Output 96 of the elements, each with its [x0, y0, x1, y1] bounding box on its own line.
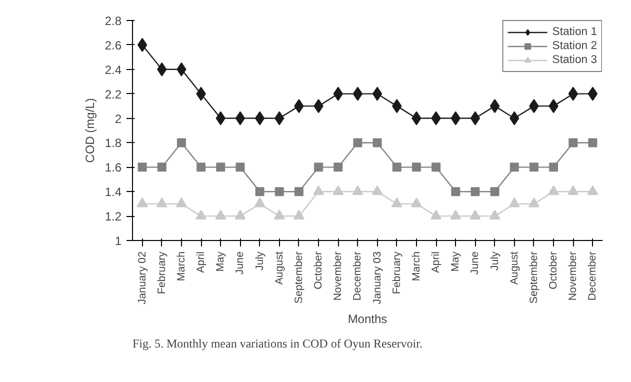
- point: [215, 210, 226, 220]
- x-tick-label: January 02: [136, 251, 148, 304]
- x-tick-label: January 03: [371, 251, 384, 304]
- point: [176, 198, 187, 208]
- point: [138, 162, 147, 172]
- point: [352, 86, 363, 101]
- x-tick-label: March: [410, 251, 422, 282]
- point: [196, 210, 207, 220]
- x-tick-label: November: [332, 251, 344, 301]
- x-tick-label: May: [450, 250, 462, 272]
- y-tick-label: 2.6: [104, 38, 122, 52]
- point: [450, 210, 462, 220]
- point: [470, 210, 481, 220]
- point: [451, 187, 460, 196]
- point: [293, 210, 304, 220]
- point: [314, 162, 324, 172]
- point: [216, 162, 226, 172]
- point: [274, 187, 284, 196]
- x-tick-label: September: [292, 251, 305, 304]
- y-tick-label: 1.4: [104, 185, 122, 200]
- point: [234, 210, 246, 220]
- point: [254, 198, 266, 208]
- point: [156, 198, 168, 208]
- legend-label: Station 1: [552, 25, 597, 39]
- y-tick-label: 2.2: [104, 87, 122, 102]
- x-tick-label: July: [488, 250, 501, 270]
- point: [587, 185, 598, 195]
- point: [332, 185, 344, 195]
- x-tick-label: October: [312, 251, 325, 290]
- point: [410, 198, 422, 208]
- point: [548, 185, 560, 195]
- x-tick-label: August: [508, 251, 520, 285]
- point: [568, 185, 579, 195]
- point: [549, 162, 558, 172]
- x-tick-label: June: [469, 251, 482, 275]
- point: [508, 198, 520, 208]
- x-tick-label: December: [352, 251, 364, 301]
- legend-label: Station 3: [552, 53, 597, 67]
- point: [588, 138, 598, 148]
- y-axis-title: COD (mg/L): [82, 98, 97, 163]
- legend-label: Station 2: [552, 39, 597, 53]
- y-tick-label: 2.8: [104, 14, 122, 28]
- caption: Fig. 5. Monthly mean variations in COD of Oyun Reservoir.: [132, 336, 422, 350]
- x-tick-label: February: [156, 250, 168, 294]
- x-tick-label: October: [548, 251, 560, 290]
- point: [470, 187, 480, 196]
- y-tick-label: 1.8: [104, 136, 122, 150]
- point: [568, 138, 578, 148]
- point: [470, 111, 480, 126]
- point: [372, 185, 383, 195]
- point: [313, 185, 324, 195]
- point: [430, 210, 442, 220]
- point: [412, 162, 421, 172]
- point: [528, 198, 540, 208]
- point: [255, 187, 264, 196]
- x-tick-label: March: [175, 251, 188, 282]
- point: [157, 162, 166, 172]
- point: [176, 138, 186, 148]
- point: [372, 86, 382, 101]
- point: [372, 138, 382, 148]
- y-tick-label: 1: [114, 234, 122, 248]
- point: [352, 185, 364, 195]
- x-tick-label: July: [254, 250, 266, 270]
- y-tick-label: 2: [114, 112, 122, 126]
- x-tick-label: April: [430, 251, 442, 273]
- point: [353, 138, 362, 148]
- point: [334, 162, 343, 172]
- point: [274, 210, 285, 220]
- x-tick-label: December: [586, 251, 599, 301]
- point: [391, 198, 402, 208]
- point: [235, 111, 246, 126]
- point: [236, 162, 245, 172]
- point: [588, 86, 598, 101]
- point: [490, 187, 500, 196]
- x-axis-title: Months: [348, 312, 388, 326]
- point: [294, 187, 304, 196]
- x-tick-label: August: [273, 251, 286, 285]
- y-tick-label: 1.6: [104, 160, 122, 175]
- x-tick-label: May: [214, 250, 227, 272]
- x-tick-label: September: [528, 251, 540, 304]
- point: [392, 162, 402, 172]
- point: [490, 99, 500, 114]
- x-tick-label: February: [390, 250, 403, 294]
- x-tick-label: April: [195, 251, 208, 273]
- x-tick-label: June: [234, 251, 246, 275]
- point: [136, 198, 148, 208]
- point: [137, 38, 148, 52]
- point: [432, 162, 441, 172]
- y-tick-label: 2.4: [104, 62, 122, 77]
- y-tick-label: 1.2: [104, 210, 122, 224]
- point: [529, 162, 538, 172]
- point: [510, 162, 519, 172]
- x-tick-label: November: [567, 251, 580, 301]
- point: [254, 111, 265, 126]
- point: [489, 210, 500, 220]
- point: [196, 162, 206, 172]
